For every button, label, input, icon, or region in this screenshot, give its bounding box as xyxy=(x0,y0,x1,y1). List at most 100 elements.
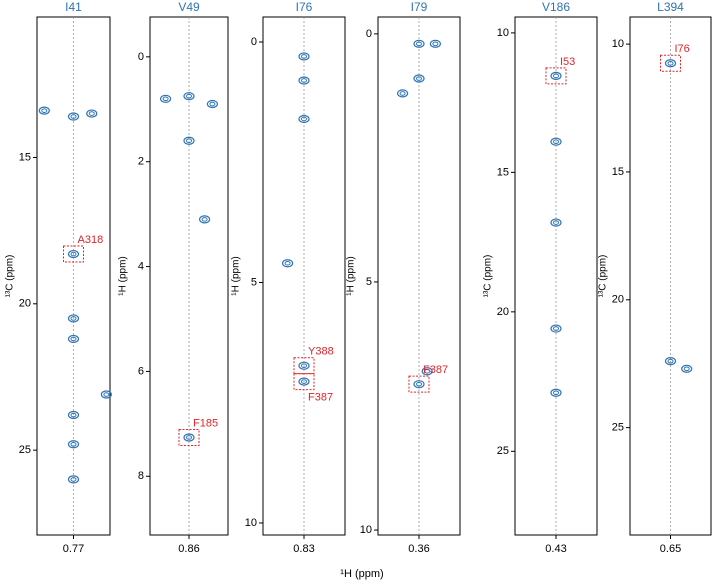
peak-contour xyxy=(553,139,559,144)
y-tick-label: 2 xyxy=(138,156,144,168)
peak-contour xyxy=(298,377,310,386)
peak-contour xyxy=(70,477,77,482)
peak-contour xyxy=(100,390,112,399)
y-tick-label: 5 xyxy=(366,276,372,288)
peak xyxy=(67,112,80,121)
panel-title: V49 xyxy=(178,0,200,14)
peak-contour xyxy=(553,73,559,79)
peak xyxy=(67,314,80,323)
peak-contour xyxy=(301,54,307,59)
peak-contour xyxy=(681,364,693,373)
peak-contour xyxy=(70,114,77,119)
annotation-box xyxy=(408,375,430,393)
peak-contour xyxy=(298,52,310,61)
peak-contour xyxy=(424,368,431,374)
panel-title: I41 xyxy=(65,0,82,14)
peak xyxy=(413,74,425,83)
peak-contour xyxy=(38,106,50,115)
peak xyxy=(206,99,218,109)
x-tick-label: 0.36 xyxy=(408,543,429,555)
peak-contour xyxy=(209,101,216,107)
peak xyxy=(67,249,80,259)
annotation-label: I53 xyxy=(560,56,575,68)
panel-title: I79 xyxy=(411,0,428,14)
annotation-label: F387 xyxy=(423,364,448,376)
peak-contour xyxy=(67,112,80,121)
peak-contour xyxy=(298,361,310,370)
peak-contour xyxy=(86,109,98,118)
peak xyxy=(67,475,80,484)
annotation-box xyxy=(545,67,567,85)
peak xyxy=(298,76,310,85)
peak-contour xyxy=(550,137,562,146)
annotation-box xyxy=(178,428,200,446)
peak-contour xyxy=(186,93,192,99)
peak xyxy=(550,137,562,146)
peak xyxy=(199,215,211,224)
peak-contour xyxy=(67,249,80,259)
annotation-label: Y388 xyxy=(308,346,334,358)
peak xyxy=(160,94,172,103)
annotation-box xyxy=(660,54,681,72)
peak-contour xyxy=(683,366,690,372)
peak-contour xyxy=(413,74,425,83)
y-tick-label: 10 xyxy=(497,27,509,39)
peak xyxy=(550,71,562,80)
peak-contour xyxy=(199,215,211,224)
panel-title: I76 xyxy=(296,0,313,14)
y-axis-label: ¹H (ppm) xyxy=(346,256,357,295)
peak-contour xyxy=(206,99,218,109)
peak xyxy=(298,361,310,370)
peak-contour xyxy=(67,410,80,420)
peak-contour xyxy=(416,41,422,47)
peak xyxy=(38,106,50,115)
peak xyxy=(397,89,409,98)
annotation-box xyxy=(63,245,84,263)
peak-contour xyxy=(664,59,677,68)
peak-contour xyxy=(162,96,169,102)
y-tick-label: 4 xyxy=(138,260,144,272)
peak xyxy=(67,440,80,449)
peak-contour xyxy=(70,441,77,447)
peak-contour xyxy=(667,358,674,364)
y-tick-label: 10 xyxy=(360,524,372,536)
panel-title: V186 xyxy=(542,0,570,14)
peak xyxy=(681,364,693,373)
peak-contour xyxy=(550,324,562,333)
y-tick-label: 20 xyxy=(612,294,624,306)
peak xyxy=(86,109,98,118)
y-axis-label: ¹H (ppm) xyxy=(118,256,129,295)
peak-contour xyxy=(67,334,80,344)
y-axis-label: ¹³C (ppm) xyxy=(598,255,609,298)
peak-contour xyxy=(413,39,425,48)
peak-contour xyxy=(399,91,406,96)
peak-contour xyxy=(186,138,192,144)
peak-contour xyxy=(201,217,208,222)
peak-contour xyxy=(103,392,110,397)
y-tick-label: 25 xyxy=(612,422,624,434)
peak-contour xyxy=(550,388,562,397)
peak-contour xyxy=(67,314,80,323)
y-tick-label: 6 xyxy=(138,365,144,377)
y-tick-label: 5 xyxy=(251,276,257,288)
peak-contour xyxy=(550,71,562,80)
peak xyxy=(413,39,425,48)
peak-contour xyxy=(553,326,559,331)
x-tick-label: 0.65 xyxy=(660,543,681,555)
peak xyxy=(67,410,80,420)
peak-contour xyxy=(667,60,674,66)
peak-contour xyxy=(421,367,433,376)
peak-contour xyxy=(301,116,307,122)
peak-contour xyxy=(553,220,559,225)
peak-contour xyxy=(183,136,195,145)
peak-contour xyxy=(416,381,422,387)
peak xyxy=(298,52,310,61)
peak xyxy=(298,114,310,124)
peak xyxy=(183,92,195,101)
peak-contour xyxy=(183,433,195,442)
peak-contour xyxy=(186,435,192,440)
peak-contour xyxy=(301,78,307,83)
peak-contour xyxy=(553,390,559,396)
peak-contour xyxy=(301,363,307,369)
